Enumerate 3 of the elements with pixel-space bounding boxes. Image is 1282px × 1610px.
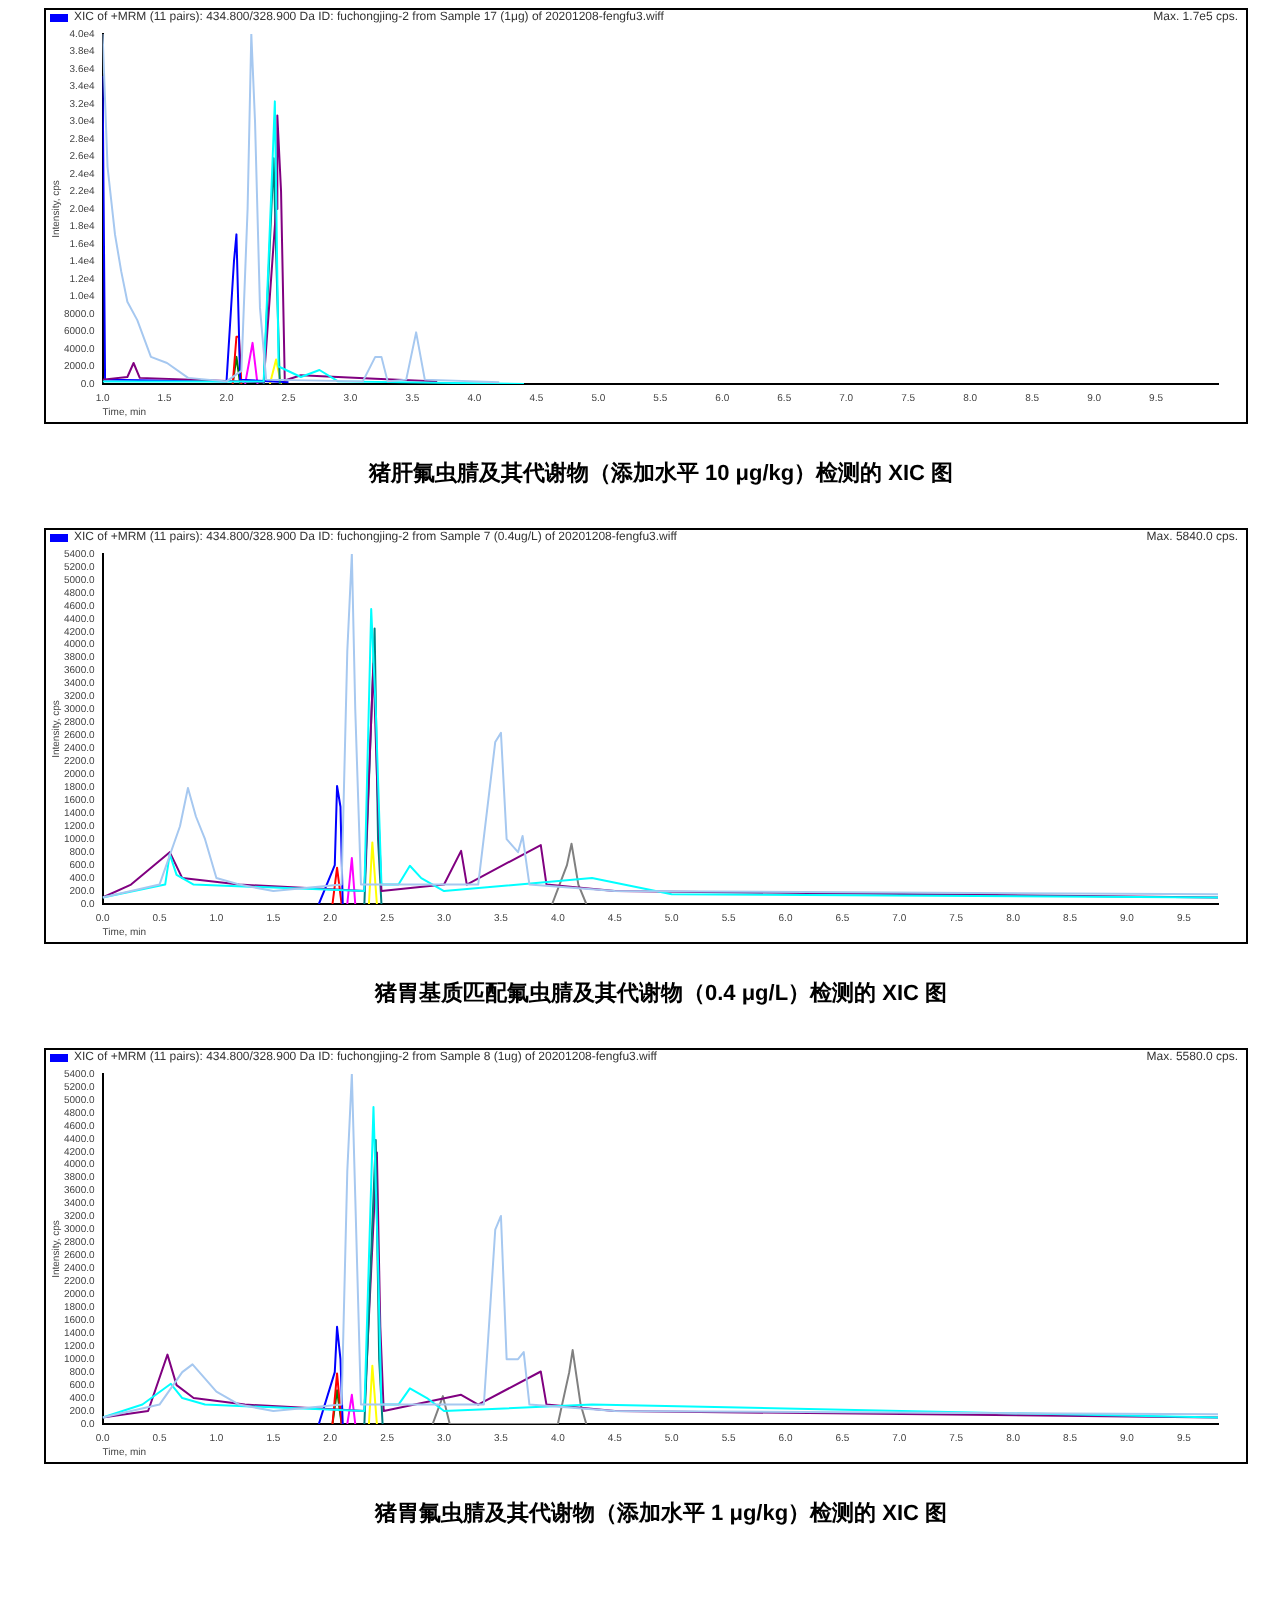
text: 猪肝氟虫腈及其代谢物（添加水平 10 μg/kg）检测的 XIC 图 — [366, 459, 956, 489]
text: 猪胃基质匹配氟虫腈及其代谢物（0.4 μg/L）检测的 XIC 图 — [372, 979, 950, 1009]
text: 猪胃氟虫腈及其代谢物（添加水平 1 μg/kg）检测的 XIC 图 — [372, 1499, 950, 1529]
